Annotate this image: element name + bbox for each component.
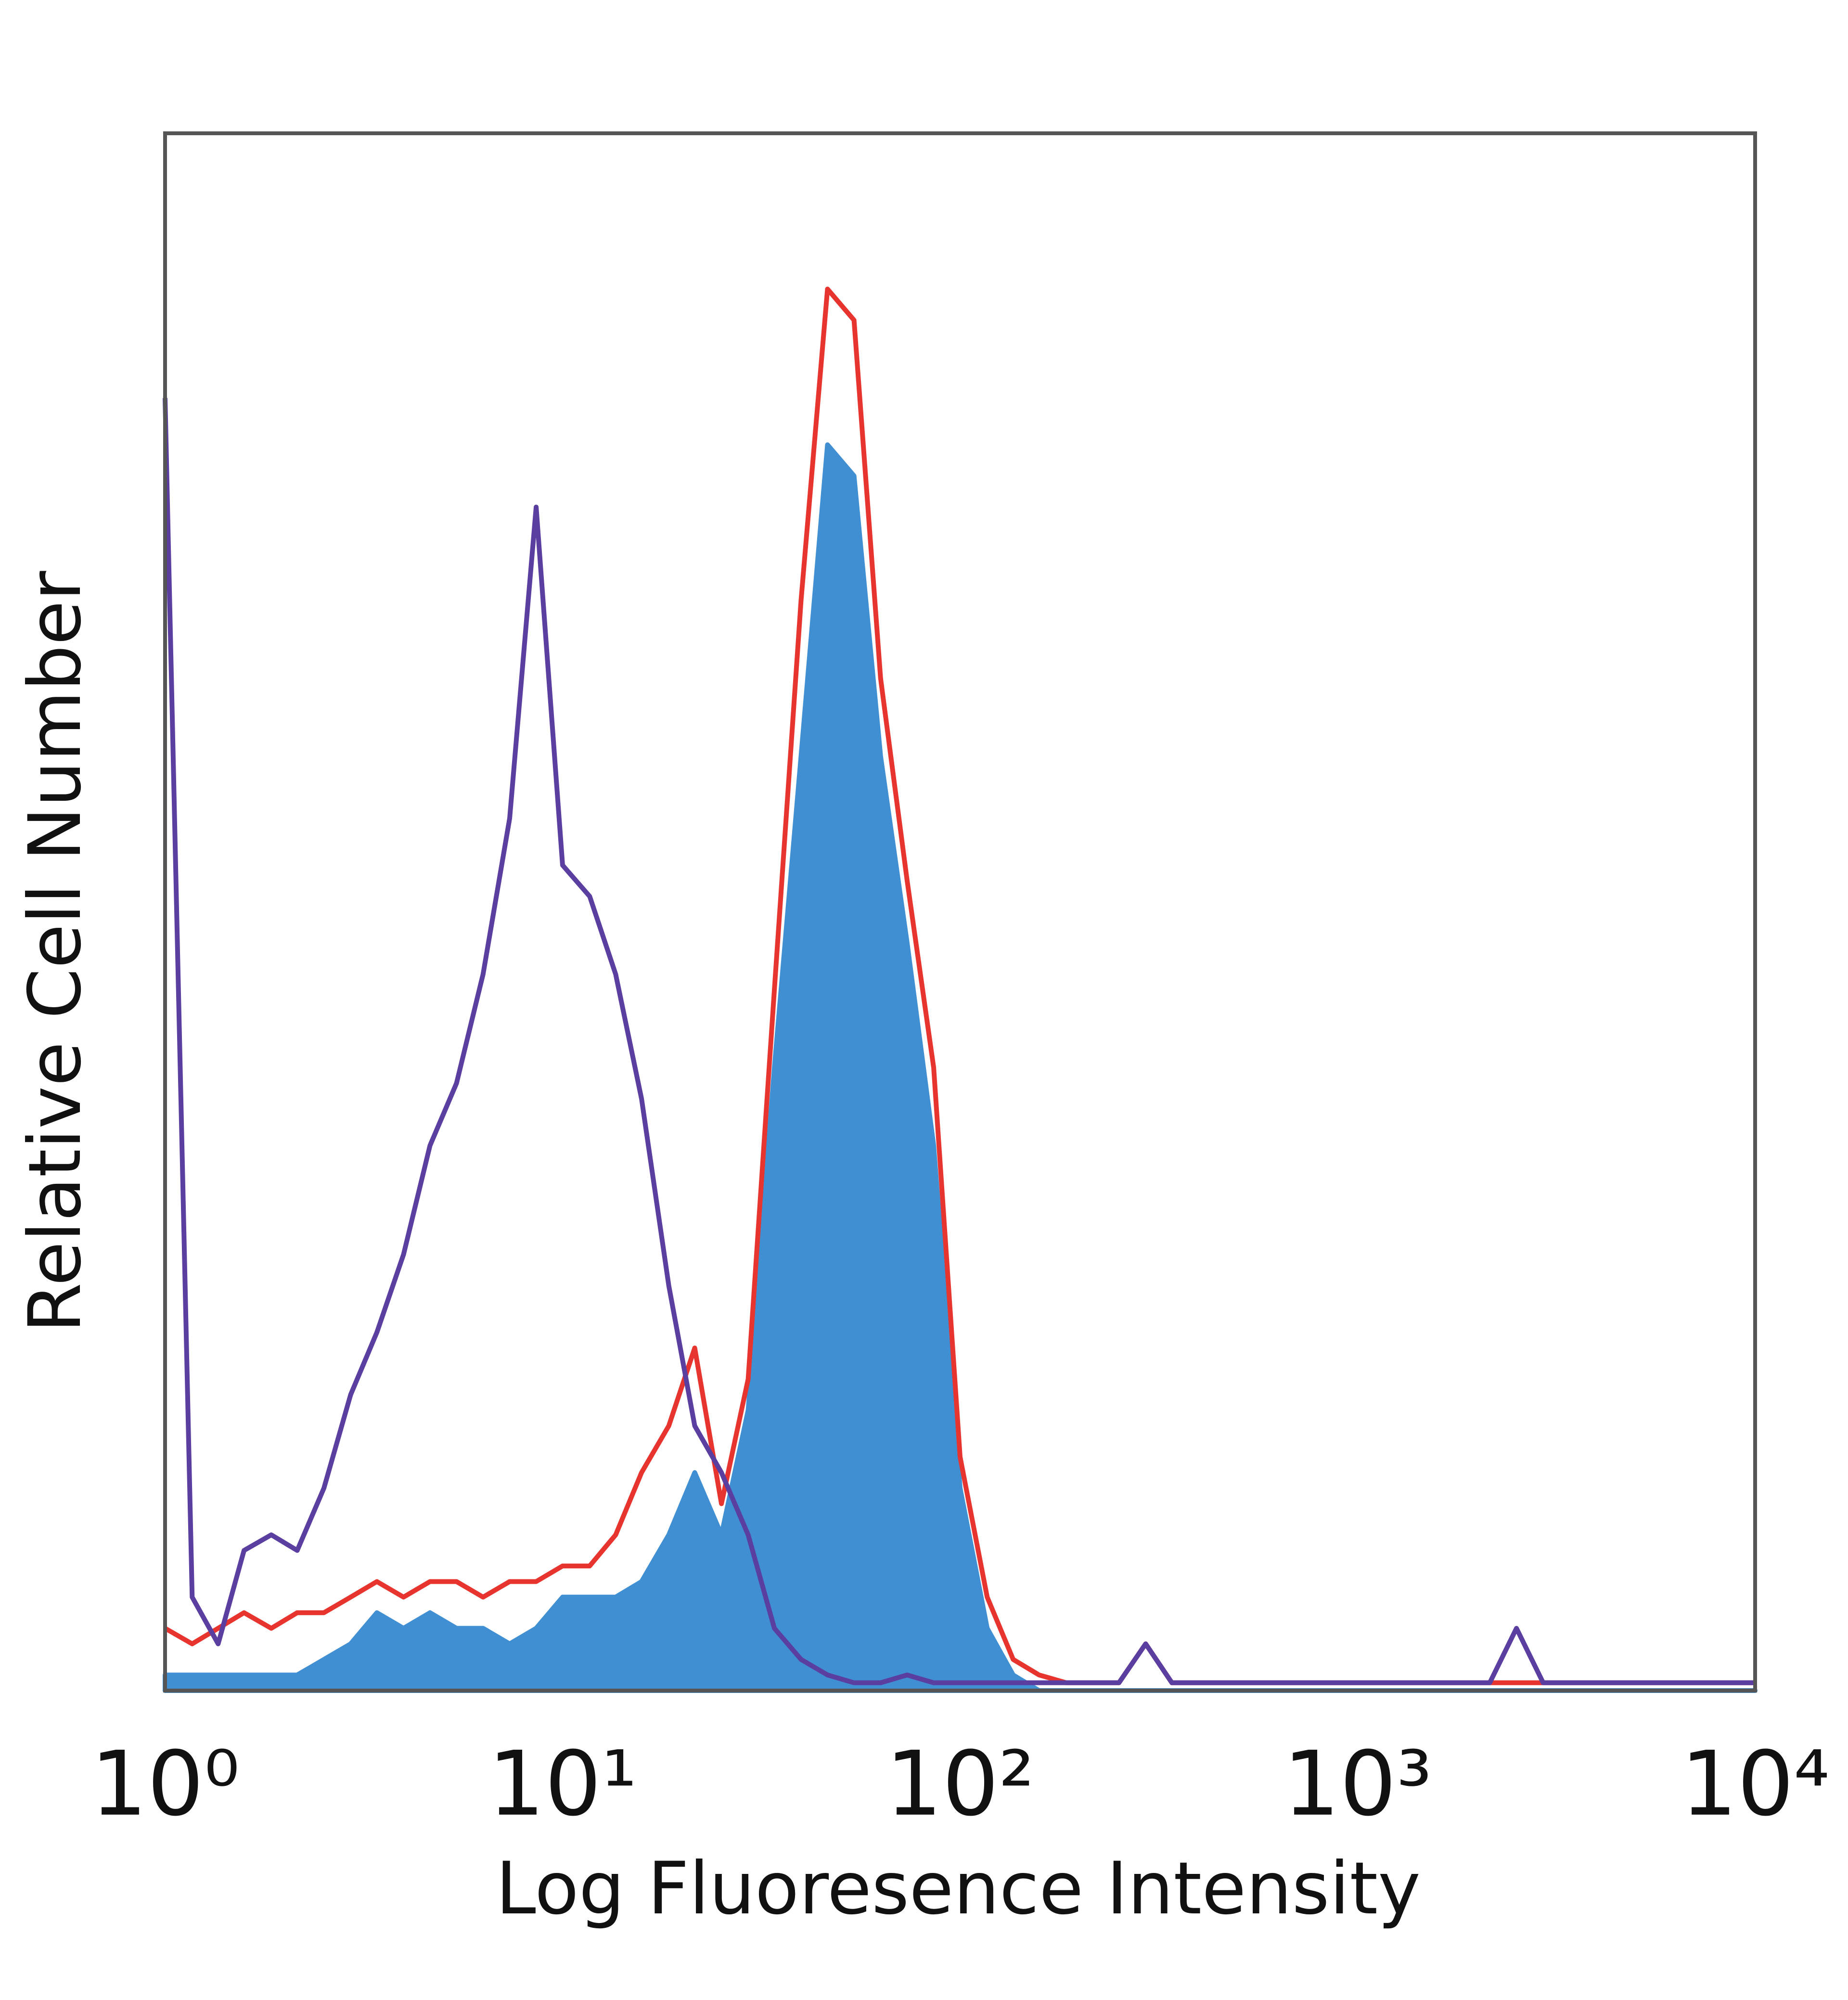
histogram-line xyxy=(163,397,1755,1685)
x-tick-label: 10⁰ xyxy=(90,1732,240,1836)
x-tick-label: 10² xyxy=(886,1732,1035,1836)
y-axis-label: Relative Cell Number xyxy=(13,571,97,1333)
x-tick-label: 10¹ xyxy=(488,1732,637,1836)
x-axis-label: Log Fluoresence Intensity xyxy=(496,1847,1421,1931)
x-tick-label: 10³ xyxy=(1283,1732,1432,1836)
histogram-area xyxy=(163,442,1758,1693)
plot-frame xyxy=(163,131,1757,1692)
x-tick-label: 10⁴ xyxy=(1681,1732,1830,1836)
